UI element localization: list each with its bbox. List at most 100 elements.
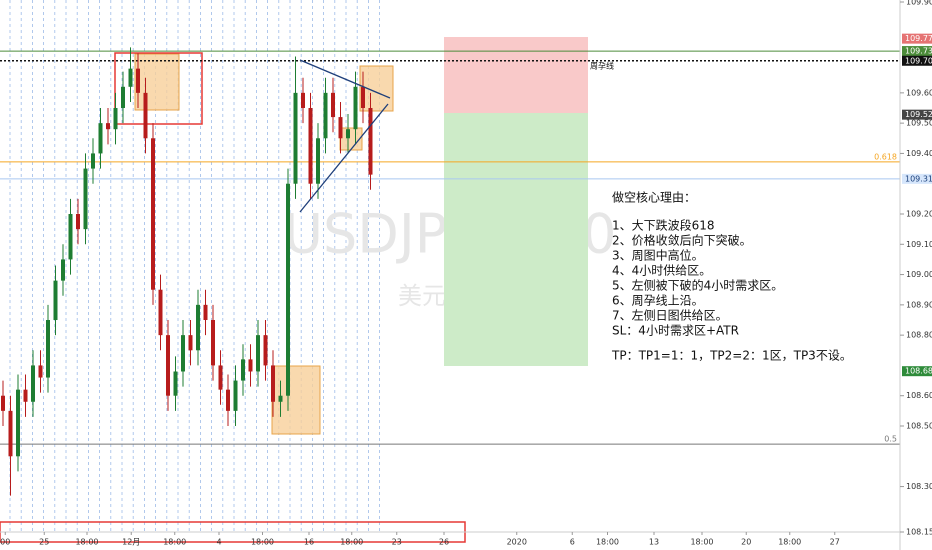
- supply-box: [134, 53, 180, 111]
- candle-body: [271, 365, 275, 402]
- candle-body: [203, 304, 208, 320]
- x-tick-label: 25: [39, 538, 49, 547]
- price-tag: [902, 109, 932, 120]
- level-label: 周孕线: [590, 60, 614, 70]
- level-label: 0.5: [884, 435, 897, 444]
- target-zone: [444, 113, 588, 366]
- price-tag-label: 109.706: [905, 56, 932, 65]
- x-tick-label: 18:00: [75, 538, 98, 547]
- candle-body: [263, 335, 268, 366]
- y-tick-label: 108.500: [906, 422, 932, 431]
- x-tick-label: 26: [439, 538, 449, 547]
- level-label: 0.618: [874, 152, 897, 161]
- x-tick-label: 23: [392, 538, 402, 547]
- candle-body: [286, 183, 290, 396]
- price-tag: [902, 173, 932, 184]
- candle-body: [278, 395, 283, 402]
- candle-body: [196, 304, 200, 351]
- note-line: 5、左侧被下破的4小时需求区。: [612, 278, 783, 293]
- candle-body: [121, 86, 125, 108]
- price-tag: [902, 33, 932, 44]
- y-tick-label: 109.200: [906, 210, 932, 219]
- candle-body: [61, 259, 65, 281]
- supply-box: [359, 65, 394, 112]
- price-tag: [902, 55, 932, 66]
- x-tick-label: 18:00: [340, 538, 363, 547]
- y-tick-label: 109.000: [906, 270, 932, 279]
- price-tag-label: 109.738: [905, 47, 932, 56]
- candle-body: [76, 214, 80, 230]
- note-line: 做空核心理由：: [612, 190, 696, 205]
- price-tag-label: 108.681: [905, 367, 932, 376]
- candle-body: [106, 123, 110, 130]
- candle-body: [91, 153, 95, 169]
- candle-body: [256, 335, 260, 372]
- candle-body: [188, 335, 193, 351]
- candle-body: [83, 168, 88, 230]
- candle-body: [233, 380, 238, 411]
- candle-body: [316, 138, 320, 184]
- price-tag-label: 109.779: [905, 34, 932, 43]
- price-tag-label: 109.316: [905, 174, 932, 183]
- x-tick-label: 16: [304, 538, 314, 547]
- note-line: TP：TP1=1：1，TP2=2：1区，TP3不设。: [611, 349, 852, 363]
- candle-body: [23, 389, 28, 402]
- candle-body: [113, 108, 118, 130]
- candle-body: [338, 117, 343, 139]
- candle-body: [158, 289, 163, 336]
- candle-body: [308, 108, 313, 184]
- y-tick-label: 108.600: [906, 391, 932, 400]
- candle-body: [136, 68, 140, 93]
- y-tick-label: 108.900: [906, 300, 932, 309]
- triangle-upper: [299, 59, 391, 99]
- candle-body: [211, 320, 215, 366]
- note-line: 3、周图中高位。: [612, 248, 704, 263]
- levels: 周孕线 0.618 0.5: [0, 50, 900, 445]
- x-tick-label: 18:00: [163, 538, 186, 547]
- note-line: 6、周孕线上沿。: [612, 294, 704, 308]
- price-tag: [902, 46, 932, 57]
- y-tick-label: 108.800: [906, 331, 932, 340]
- y-tick-label: 109.100: [906, 240, 932, 249]
- candle-body: [16, 389, 20, 457]
- price-tag: [902, 366, 932, 377]
- candle-body: [181, 335, 185, 372]
- candle-body: [346, 129, 350, 139]
- candle-body: [31, 365, 35, 402]
- candle-body: [46, 320, 50, 378]
- candle-body: [323, 92, 328, 139]
- stop-zone: [444, 37, 588, 113]
- x-tick-label: 13: [649, 538, 659, 547]
- candle-body: [353, 86, 358, 130]
- candle-body: [248, 359, 253, 372]
- candle-body: [98, 123, 103, 154]
- candle-body: [368, 108, 373, 175]
- candle-body: [53, 280, 58, 320]
- x-tick-label: 18:00: [778, 538, 801, 547]
- note-line: 7、左侧日图供给区。: [612, 308, 728, 323]
- candle-body: [241, 359, 245, 381]
- x-tick-label: 2020: [507, 538, 527, 547]
- x-tick-label: 12月: [122, 538, 140, 547]
- y-tick-label: 108.150: [906, 528, 932, 537]
- candle-body: [331, 92, 335, 118]
- triangle-lower: [299, 103, 389, 213]
- x-tick-label: 18:00: [690, 538, 713, 547]
- y-tick-label: 108.300: [906, 482, 932, 491]
- note-line: 1、大下跌波段618: [612, 218, 715, 233]
- candle-body: [8, 410, 13, 457]
- candle-body: [166, 335, 170, 396]
- x-tick-label: 4: [216, 538, 221, 547]
- x-tick-label: 20: [741, 538, 751, 547]
- note-line: SL：4小时需求区+ATR: [612, 324, 739, 338]
- daily-supply-box: [114, 52, 203, 125]
- candle-body: [173, 371, 178, 396]
- x-tick-label: 6: [570, 538, 575, 547]
- x-tick-label: 18:00: [251, 538, 274, 547]
- x-tick-label: 27: [830, 538, 840, 547]
- candle-body: [226, 389, 230, 411]
- notes: 做空核心理由： 1、大下跌波段6182、价格收敛后向下突破。3、周图中高位。4、4…: [611, 190, 852, 363]
- x-tick-label: 18:00: [596, 538, 619, 547]
- candle-body: [68, 214, 73, 260]
